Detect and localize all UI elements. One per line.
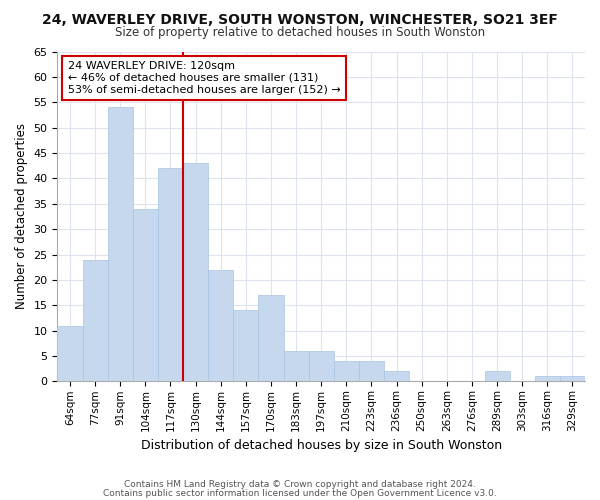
- Text: 24 WAVERLEY DRIVE: 120sqm
← 46% of detached houses are smaller (131)
53% of semi: 24 WAVERLEY DRIVE: 120sqm ← 46% of detac…: [68, 62, 341, 94]
- Text: Contains HM Land Registry data © Crown copyright and database right 2024.: Contains HM Land Registry data © Crown c…: [124, 480, 476, 489]
- Bar: [284, 351, 308, 382]
- Bar: [233, 310, 259, 382]
- Text: Contains public sector information licensed under the Open Government Licence v3: Contains public sector information licen…: [103, 488, 497, 498]
- Bar: [208, 270, 233, 382]
- Bar: [334, 361, 359, 382]
- Bar: [58, 326, 83, 382]
- Text: Size of property relative to detached houses in South Wonston: Size of property relative to detached ho…: [115, 26, 485, 39]
- X-axis label: Distribution of detached houses by size in South Wonston: Distribution of detached houses by size …: [140, 440, 502, 452]
- Bar: [485, 372, 509, 382]
- Bar: [259, 295, 284, 382]
- Bar: [308, 351, 334, 382]
- Bar: [158, 168, 183, 382]
- Bar: [183, 163, 208, 382]
- Text: 24, WAVERLEY DRIVE, SOUTH WONSTON, WINCHESTER, SO21 3EF: 24, WAVERLEY DRIVE, SOUTH WONSTON, WINCH…: [42, 12, 558, 26]
- Bar: [107, 108, 133, 382]
- Y-axis label: Number of detached properties: Number of detached properties: [15, 124, 28, 310]
- Bar: [133, 209, 158, 382]
- Bar: [384, 372, 409, 382]
- Bar: [560, 376, 585, 382]
- Bar: [535, 376, 560, 382]
- Bar: [83, 260, 107, 382]
- Bar: [359, 361, 384, 382]
